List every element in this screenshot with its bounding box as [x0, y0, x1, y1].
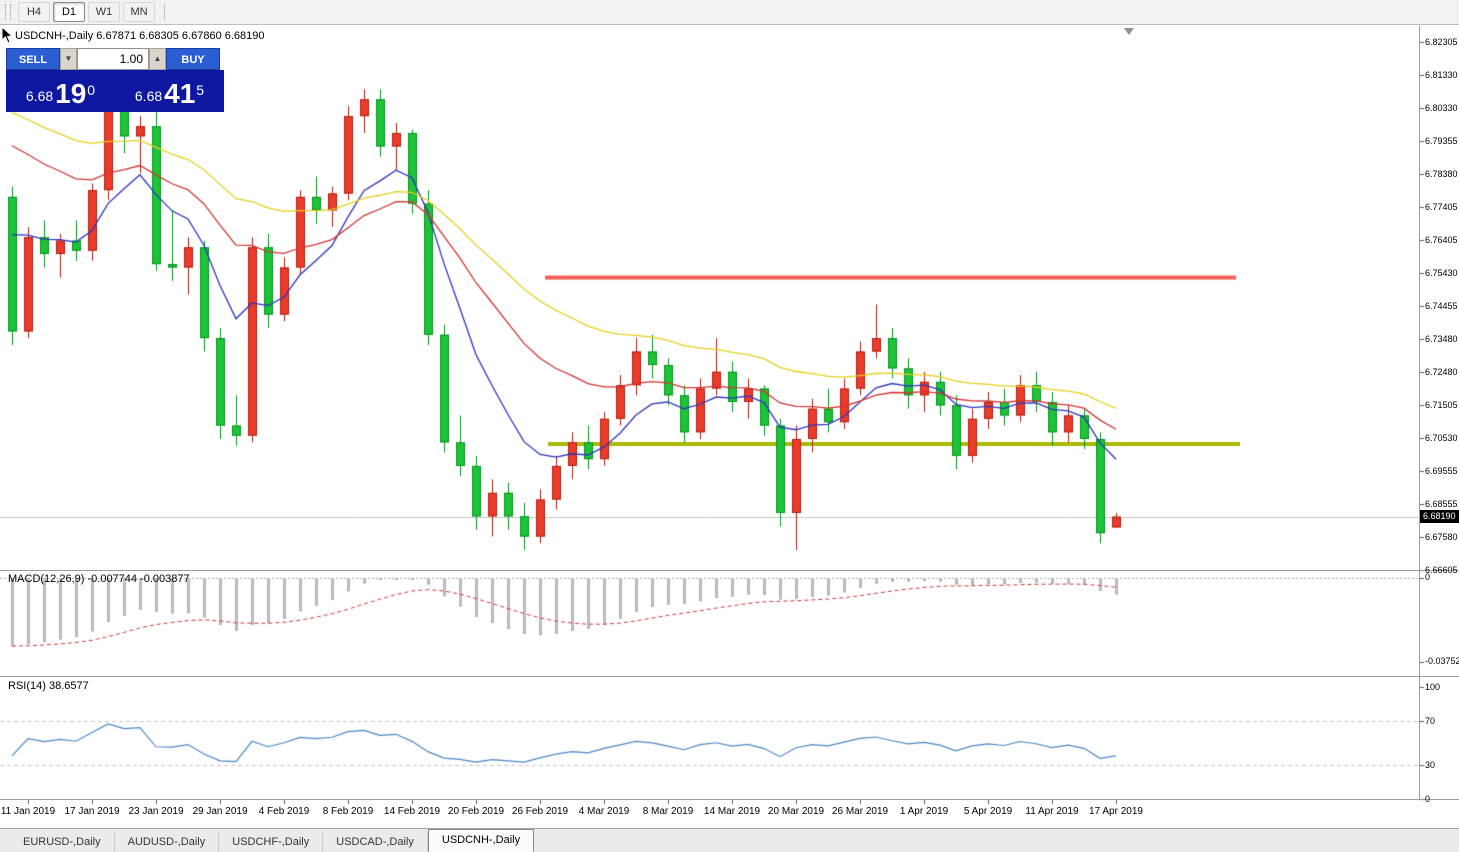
macd-label: MACD(12,26,9) -0.007744 -0.003877	[8, 573, 190, 585]
date-label: 20 Mar 2019	[767, 806, 825, 817]
one-click-trade-panel: SELL ▼ ▲ BUY 6.68 19 0 6.68 41 5	[6, 48, 224, 112]
macd-scale-min: -0.037529	[1425, 656, 1459, 666]
toolbar-separator	[164, 3, 165, 21]
rsi-scale-label: 70	[1425, 716, 1436, 726]
price-scale-label: 6.73480	[1425, 334, 1458, 344]
symbol-title: USDCNH-,Daily	[15, 30, 94, 42]
mouse-cursor-icon	[1, 26, 13, 44]
sell-price-base: 6.68	[25, 88, 54, 104]
chart-tab-usdcnh[interactable]: USDCNH-,Daily	[427, 829, 535, 852]
price-scale-label: 6.77405	[1425, 202, 1458, 212]
date-label: 4 Mar 2019	[578, 806, 630, 817]
timeframe-button-h4[interactable]: H4	[18, 2, 50, 22]
panel-splitter-macd[interactable]	[0, 570, 1459, 571]
price-scale-separator	[1419, 26, 1420, 800]
sell-price-pips: 19	[55, 78, 87, 109]
buy-price-pips: 41	[164, 78, 196, 109]
macd-name: MACD(12,26,9)	[8, 573, 85, 585]
timeframe-buttons: H4 D1 W1 MN	[18, 2, 158, 22]
buy-button[interactable]: BUY	[166, 48, 220, 70]
toolbar-grip[interactable]	[5, 4, 11, 20]
date-label: 8 Feb 2019	[322, 806, 374, 817]
volume-step-up-icon[interactable]: ▲	[149, 48, 166, 70]
price-scale-label: 6.71505	[1425, 400, 1458, 410]
date-label: 14 Feb 2019	[383, 806, 441, 817]
date-label: 29 Jan 2019	[192, 806, 248, 817]
date-label: 5 Apr 2019	[963, 806, 1013, 817]
rsi-scale-label: 0	[1425, 794, 1431, 804]
price-scale-label: 6.79355	[1425, 136, 1458, 146]
timeframe-button-d1[interactable]: D1	[53, 2, 85, 22]
symbol-ohlc: 6.67871 6.68305 6.67860 6.68190	[96, 30, 265, 42]
quote-prices: 6.68 19 0 6.68 41 5	[6, 70, 224, 112]
volume-input[interactable]	[77, 48, 149, 70]
price-scale-label: 6.66605	[1425, 565, 1458, 575]
macd-values: -0.007744 -0.003877	[87, 573, 190, 585]
chart-tab-usdcad[interactable]: USDCAD-,Daily	[323, 832, 428, 852]
date-label: 11 Apr 2019	[1025, 806, 1079, 817]
sell-price[interactable]: 6.68 19 0	[6, 70, 115, 112]
volume-step-down-icon[interactable]: ▼	[60, 48, 77, 70]
price-scale-label: 6.69555	[1425, 466, 1458, 476]
date-label: 23 Jan 2019	[128, 806, 184, 817]
date-label: 4 Feb 2019	[258, 806, 310, 817]
chart-tab-audusd[interactable]: AUDUSD-,Daily	[115, 832, 220, 852]
date-label: 14 Mar 2019	[703, 806, 761, 817]
price-scale-label: 6.72480	[1425, 367, 1458, 377]
date-label: 26 Mar 2019	[831, 806, 889, 817]
time-axis[interactable]: 11 Jan 2019 17 Jan 2019 23 Jan 2019 29 Jan …	[0, 800, 1419, 828]
timeframe-toolbar: H4 D1 W1 MN	[0, 0, 1459, 25]
price-scale-label: 6.81330	[1425, 70, 1458, 80]
price-scale-label: 6.76405	[1425, 235, 1458, 245]
price-scale-label: 6.68555	[1425, 499, 1458, 509]
sell-button[interactable]: SELL	[6, 48, 60, 70]
date-label: 8 Mar 2019	[642, 806, 694, 817]
date-label: 17 Jan 2019	[64, 806, 120, 817]
rsi-label: RSI(14) 38.6577	[8, 680, 89, 692]
rsi-value: 38.6577	[48, 680, 89, 692]
price-scale-label: 6.74455	[1425, 301, 1458, 311]
chart-tab-usdchf[interactable]: USDCHF-,Daily	[219, 832, 324, 852]
date-label: 17 Apr 2019	[1089, 806, 1143, 817]
sell-price-pipette: 0	[87, 82, 96, 98]
chart-symbol-header: USDCNH-,Daily 6.67871 6.68305 6.67860 6.…	[15, 30, 265, 42]
panel-splitter-rsi[interactable]	[0, 676, 1459, 677]
chart-tabs: EURUSD-,Daily AUDUSD-,Daily USDCHF-,Daily U…	[10, 829, 535, 852]
price-scale-label: 6.70530	[1425, 433, 1458, 443]
date-label: 1 Apr 2019	[899, 806, 949, 817]
price-scale-label: 6.67580	[1425, 532, 1458, 542]
time-axis-separator	[0, 799, 1459, 800]
price-scale-label: 6.82305	[1425, 37, 1458, 47]
buy-price[interactable]: 6.68 41 5	[115, 70, 224, 112]
buy-price-pipette: 5	[196, 82, 205, 98]
rsi-scale-label: 100	[1425, 682, 1441, 692]
date-label: 11 Jan 2019	[0, 806, 56, 817]
date-label: 26 Feb 2019	[511, 806, 569, 817]
timeframe-button-mn[interactable]: MN	[123, 2, 155, 22]
current-price-badge: 6.68190	[1420, 510, 1459, 523]
chart-tab-bar: EURUSD-,Daily AUDUSD-,Daily USDCHF-,Daily U…	[0, 828, 1459, 852]
price-scale-label: 6.80330	[1425, 103, 1458, 113]
buy-price-base: 6.68	[134, 88, 163, 104]
macd-scale-zero: 0	[1425, 572, 1431, 582]
chart-shift-marker-icon[interactable]	[1124, 28, 1134, 35]
date-label: 20 Feb 2019	[447, 806, 505, 817]
rsi-scale-label: 30	[1425, 760, 1436, 770]
price-scale-label: 6.78380	[1425, 169, 1458, 179]
rsi-name: RSI(14)	[8, 680, 46, 692]
price-scale-label: 6.75430	[1425, 268, 1458, 278]
timeframe-button-w1[interactable]: W1	[88, 2, 120, 22]
chart-tab-eurusd[interactable]: EURUSD-,Daily	[10, 832, 115, 852]
